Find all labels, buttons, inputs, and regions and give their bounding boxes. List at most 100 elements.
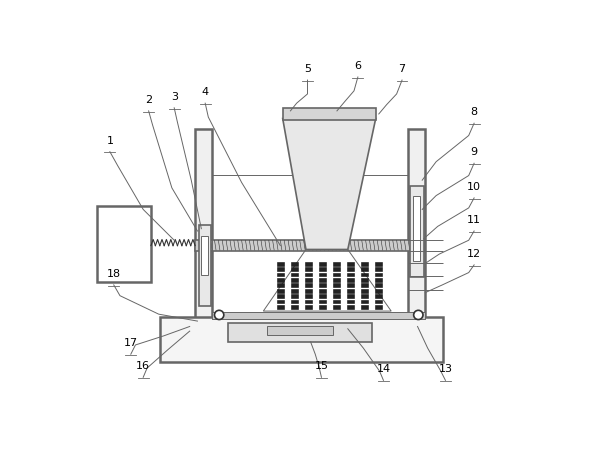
Bar [305,267,312,271]
Text: 11: 11 [467,215,481,225]
Bar [333,273,340,276]
Bar [277,278,284,282]
Bar [283,108,376,120]
Bar [319,294,326,298]
Text: 9: 9 [470,147,478,157]
Bar [361,305,368,309]
Bar [376,283,382,287]
Bar [361,289,368,292]
Bar [195,240,425,251]
Bar [413,195,420,261]
Bar [277,283,284,287]
Bar [376,289,382,292]
Text: 4: 4 [202,87,209,97]
Text: 18: 18 [107,269,121,279]
Text: 17: 17 [124,338,138,348]
Text: 16: 16 [136,361,150,371]
Bar [361,299,368,304]
Bar [319,289,326,292]
Bar [291,278,298,282]
Bar [376,273,382,276]
Bar [319,273,326,276]
Bar [347,267,354,271]
Text: 2: 2 [145,95,152,105]
Bar [229,322,372,342]
Bar [410,186,424,277]
Bar [333,289,340,292]
Bar [305,278,312,282]
Bar [291,305,298,309]
Text: 3: 3 [170,91,178,102]
Text: 1: 1 [106,135,113,146]
Bar [333,267,340,271]
Bar [333,283,340,287]
Bar [319,262,326,266]
Bar [277,299,284,304]
Bar [305,262,312,266]
Bar [277,262,284,266]
Bar [305,294,312,298]
Bar [267,327,333,335]
Bar [376,294,382,298]
Bar [347,278,354,282]
Bar [305,273,312,276]
Text: 8: 8 [470,107,478,117]
Bar [333,299,340,304]
Bar [319,278,326,282]
Bar [305,299,312,304]
Bar [291,273,298,276]
Bar [212,175,425,321]
Text: 6: 6 [355,61,361,71]
Bar [291,294,298,298]
Text: 10: 10 [467,182,481,192]
Bar [333,278,340,282]
Bar [408,128,425,329]
Text: 7: 7 [398,64,406,74]
Bar [319,299,326,304]
Bar [319,267,326,271]
Bar [291,299,298,304]
Bar [277,267,284,271]
Bar [376,299,382,304]
Text: 15: 15 [314,361,328,371]
Bar [361,283,368,287]
Bar [291,267,298,271]
Bar [347,273,354,276]
Bar [319,305,326,309]
Bar [305,283,312,287]
Bar [361,267,368,271]
Bar [361,294,368,298]
Bar [277,305,284,309]
Bar [291,262,298,266]
Bar [202,237,208,275]
Bar [347,294,354,298]
Bar [277,273,284,276]
Bar [333,262,340,266]
Bar [347,283,354,287]
Bar [347,262,354,266]
Bar [376,262,382,266]
Bar [291,289,298,292]
Bar [347,305,354,309]
Bar [291,283,298,287]
Bar [376,278,382,282]
Bar [305,305,312,309]
Bar [347,289,354,292]
Bar [347,299,354,304]
Text: 5: 5 [304,64,311,74]
Bar [97,207,151,282]
Bar [376,305,382,309]
Bar [212,312,425,319]
Bar [333,305,340,309]
Bar [333,294,340,298]
Bar [277,294,284,298]
Bar [376,267,382,271]
Bar [195,128,212,329]
Bar [199,225,211,306]
Bar [319,283,326,287]
Bar [361,273,368,276]
Bar [361,278,368,282]
Text: 14: 14 [376,364,391,374]
Bar [160,317,443,362]
Polygon shape [283,119,376,249]
